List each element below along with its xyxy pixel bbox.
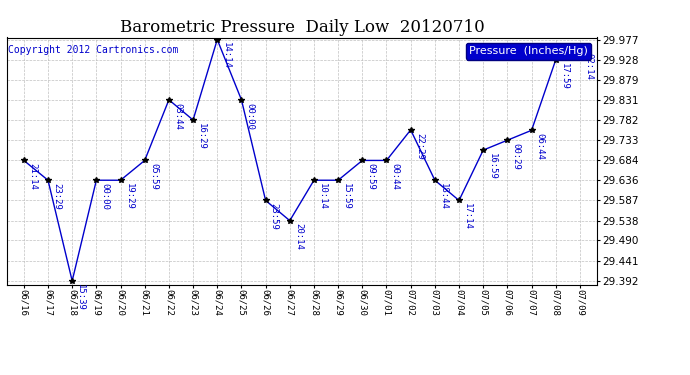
Text: 14:14: 14:14: [221, 42, 230, 69]
Text: 15:39: 15:39: [77, 284, 86, 310]
Text: 00:00: 00:00: [101, 183, 110, 210]
Legend: Pressure  (Inches/Hg): Pressure (Inches/Hg): [466, 43, 591, 60]
Text: 00:29: 00:29: [511, 143, 520, 170]
Text: 22:29: 22:29: [415, 133, 424, 159]
Text: 23:29: 23:29: [52, 183, 61, 210]
Title: Barometric Pressure  Daily Low  20120710: Barometric Pressure Daily Low 20120710: [119, 19, 484, 36]
Text: 05:59: 05:59: [149, 163, 158, 190]
Text: 16:29: 16:29: [197, 123, 206, 150]
Text: 09:59: 09:59: [366, 163, 375, 190]
Text: Copyright 2012 Cartronics.com: Copyright 2012 Cartronics.com: [8, 45, 179, 55]
Text: 06:44: 06:44: [535, 133, 544, 160]
Text: 18:44: 18:44: [439, 183, 448, 210]
Text: 10:14: 10:14: [318, 183, 327, 210]
Text: 23:59: 23:59: [270, 203, 279, 230]
Text: 17:14: 17:14: [463, 203, 472, 230]
Text: 00:00: 00:00: [246, 103, 255, 129]
Text: 15:59: 15:59: [342, 183, 351, 210]
Text: 02:14: 02:14: [584, 53, 593, 80]
Text: 17:59: 17:59: [560, 63, 569, 89]
Text: 20:14: 20:14: [294, 224, 303, 250]
Text: 21:14: 21:14: [28, 163, 37, 190]
Text: 19:29: 19:29: [125, 183, 134, 210]
Text: 03:44: 03:44: [173, 103, 182, 129]
Text: 16:59: 16:59: [487, 153, 496, 180]
Text: 00:44: 00:44: [391, 163, 400, 190]
